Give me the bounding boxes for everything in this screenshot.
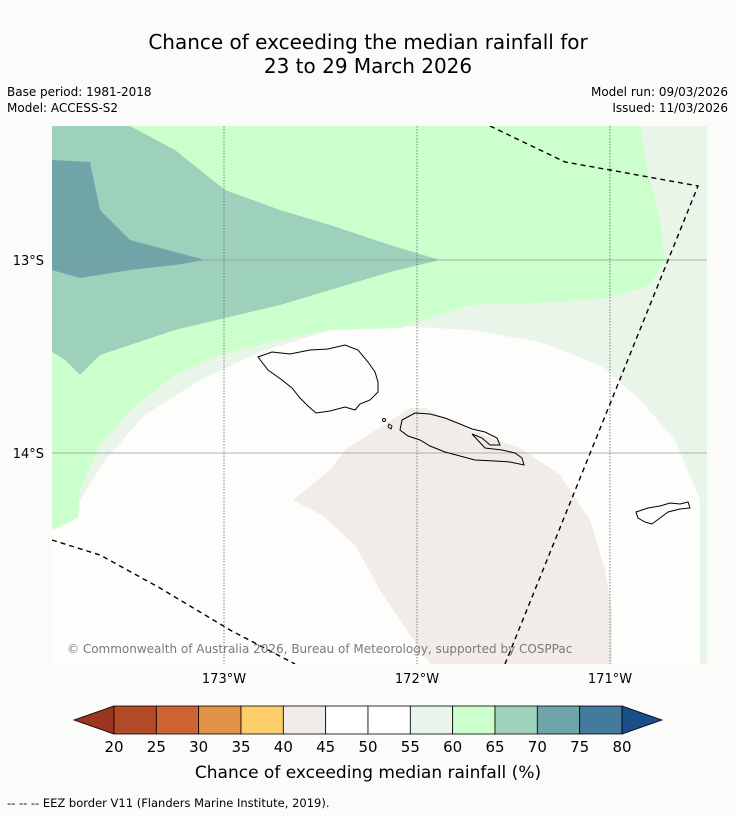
model-run: Model run: 09/03/2026 bbox=[590, 85, 728, 99]
colorbar-tick-30: 30 bbox=[189, 738, 208, 756]
colorbar-tick-45: 45 bbox=[316, 738, 335, 756]
chart-title: Chance of exceeding the median rainfall … bbox=[0, 30, 736, 78]
eez-legend-note: -- -- -- EEZ border V11 (Flanders Marine… bbox=[7, 796, 330, 810]
lon-label-172w: 172°W bbox=[395, 672, 439, 687]
title-line-1: Chance of exceeding the median rainfall … bbox=[148, 30, 588, 54]
eez-border bbox=[52, 126, 699, 664]
colorbar-tick-35: 35 bbox=[231, 738, 250, 756]
colorbar-tick-55: 55 bbox=[401, 738, 420, 756]
colorbar-segment-30-35 bbox=[198, 705, 242, 735]
lon-label-171w: 171°W bbox=[588, 672, 632, 687]
colorbar-tick-70: 70 bbox=[528, 738, 547, 756]
islet bbox=[387, 423, 393, 430]
colorbar-segment-75-80 bbox=[579, 705, 623, 735]
colorbar-segment-40-45 bbox=[282, 705, 327, 735]
colorbar-tick-75: 75 bbox=[570, 738, 589, 756]
colorbar-tick-50: 50 bbox=[358, 738, 377, 756]
meta-left: Base period: 1981-2018 Model: ACCESS-S2 bbox=[7, 84, 152, 116]
lat-label-14s: 14°S bbox=[13, 447, 44, 462]
colorbar-tick-65: 65 bbox=[485, 738, 504, 756]
graticule bbox=[223, 126, 611, 664]
colorbar-segment-45-50 bbox=[325, 705, 369, 735]
lat-label-13s: 13°S bbox=[13, 254, 44, 269]
contour-40-45 bbox=[293, 408, 612, 664]
colorbar-segment-70-75 bbox=[536, 705, 581, 735]
colorbar-tick-60: 60 bbox=[443, 738, 462, 756]
colorbar-tick-40: 40 bbox=[274, 738, 293, 756]
colorbar-tick-25: 25 bbox=[147, 738, 166, 756]
colorbar-segment-25-30 bbox=[155, 705, 200, 735]
contour-70-75 bbox=[52, 160, 205, 278]
colorbar-segment-20-25 bbox=[113, 705, 157, 735]
issued-date: Issued: 11/03/2026 bbox=[612, 101, 728, 115]
colorbar-segment-65-70 bbox=[494, 705, 538, 735]
graticule-lat bbox=[52, 259, 707, 454]
map-figure: © Commonwealth of Australia 2026, Bureau… bbox=[13, 126, 707, 783]
colorbar: 20 25 30 35 40 45 50 55 60 65 70 75 80 bbox=[72, 705, 664, 756]
colorbar-tick-20: 20 bbox=[104, 738, 123, 756]
map-area bbox=[52, 126, 707, 664]
meta-right: Model run: 09/03/2026 Issued: 11/03/2026 bbox=[591, 84, 728, 116]
colorbar-over-arrow bbox=[621, 705, 664, 735]
copyright-text: © Commonwealth of Australia 2026, Bureau… bbox=[67, 642, 572, 656]
model-name: Model: ACCESS-S2 bbox=[7, 101, 119, 115]
title-line-2: 23 to 29 March 2026 bbox=[263, 54, 473, 78]
colorbar-segment-55-60 bbox=[409, 705, 454, 735]
upolu-island bbox=[399, 412, 525, 466]
colorbar-segment-60-65 bbox=[452, 705, 496, 735]
savaii-island bbox=[257, 344, 379, 414]
colorbar-segment-50-55 bbox=[367, 705, 411, 735]
tutuila-island bbox=[635, 501, 691, 525]
colorbar-segment-35-40 bbox=[240, 705, 284, 735]
colorbar-under-arrow bbox=[72, 705, 115, 735]
islet bbox=[382, 418, 386, 422]
colorbar-label: Chance of exceeding median rainfall (%) bbox=[195, 763, 541, 783]
lon-label-173w: 173°W bbox=[202, 672, 246, 687]
colorbar-tick-80: 80 bbox=[612, 738, 631, 756]
base-period: Base period: 1981-2018 bbox=[7, 85, 152, 99]
contour-65-70 bbox=[52, 126, 440, 375]
